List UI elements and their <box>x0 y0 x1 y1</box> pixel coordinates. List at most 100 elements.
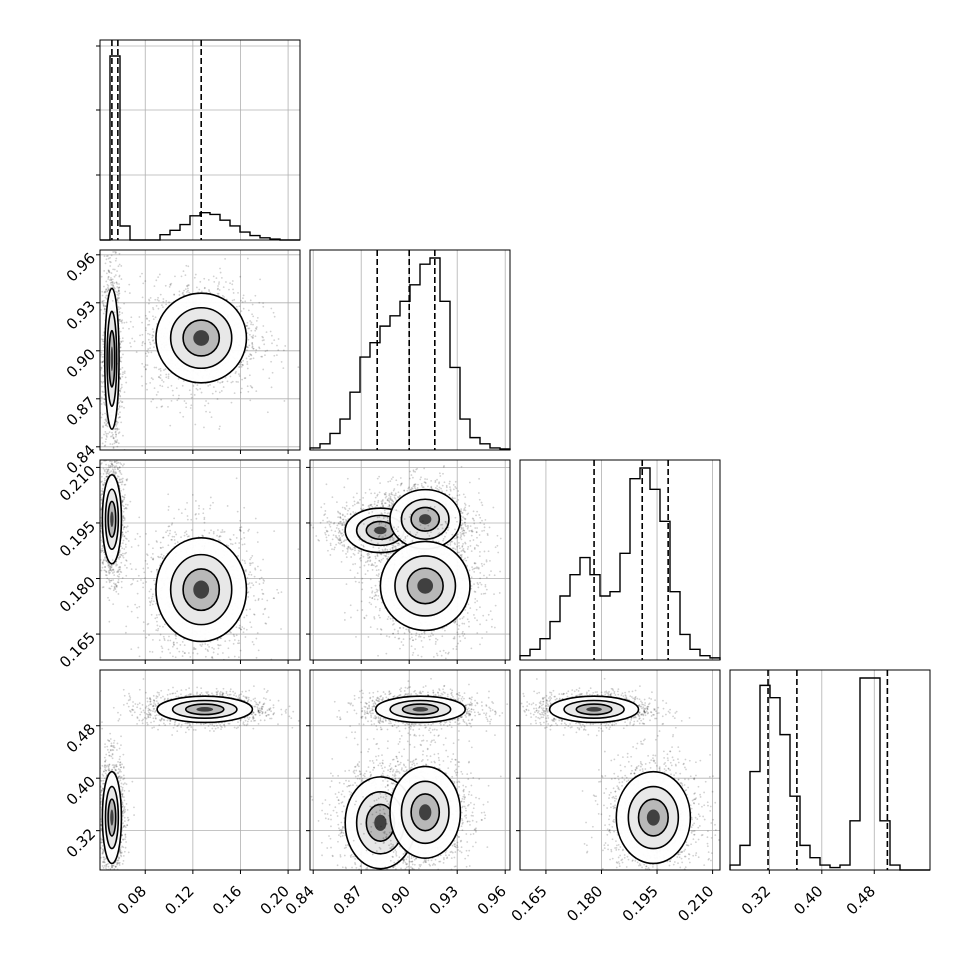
scatter-point <box>245 614 248 617</box>
scatter-point <box>251 554 254 557</box>
scatter-point <box>238 366 241 368</box>
scatter-point <box>210 529 212 532</box>
scatter-point <box>120 340 123 343</box>
scatter-point <box>94 545 96 547</box>
scatter-point <box>159 374 162 376</box>
scatter-point <box>167 525 170 528</box>
scatter-point <box>116 427 119 430</box>
scatter-point <box>103 308 106 311</box>
scatter-point <box>251 336 254 339</box>
scatter-point <box>114 468 117 471</box>
scatter-point <box>176 399 179 402</box>
scatter-point <box>124 507 127 510</box>
scatter-point <box>117 575 120 578</box>
scatter-point <box>105 571 108 573</box>
scatter-point <box>174 637 177 640</box>
scatter-point <box>141 321 143 324</box>
scatter-point <box>108 456 110 458</box>
scatter-point <box>170 282 173 285</box>
scatter-point <box>203 277 206 280</box>
scatter-point <box>101 361 104 364</box>
scatter-point <box>248 327 251 330</box>
scatter-point <box>157 307 160 310</box>
scatter-point <box>125 566 128 569</box>
scatter-point <box>123 321 126 324</box>
scatter-point <box>106 283 109 286</box>
scatter-point <box>254 351 257 354</box>
scatter-point <box>109 261 112 264</box>
scatter-point <box>103 398 106 401</box>
scatter-point <box>119 389 121 392</box>
scatter-point <box>261 335 264 338</box>
scatter-point <box>242 297 244 300</box>
scatter-point <box>105 452 107 454</box>
scatter-point <box>112 603 115 606</box>
scatter-point <box>111 299 114 302</box>
scatter-point <box>114 450 116 452</box>
scatter-point <box>94 552 96 554</box>
scatter-point <box>210 416 213 419</box>
scatter-point <box>240 365 243 368</box>
scatter-point <box>118 479 121 482</box>
scatter-point <box>104 291 107 294</box>
scatter-point <box>249 358 252 361</box>
scatter-point <box>105 288 108 291</box>
scatter-point <box>121 495 124 498</box>
scatter-point <box>113 268 116 271</box>
scatter-point <box>199 280 202 283</box>
scatter-point <box>98 347 100 349</box>
scatter-point <box>104 244 106 246</box>
scatter-point <box>168 525 171 528</box>
scatter-point <box>173 643 175 646</box>
scatter-point <box>187 289 189 292</box>
scatter-point <box>154 316 157 319</box>
scatter-point <box>123 535 126 537</box>
scatter-point <box>194 273 197 276</box>
scatter-point <box>100 338 103 341</box>
histogram-step <box>309 257 511 450</box>
scatter-point <box>118 297 121 299</box>
scatter-point <box>101 375 104 378</box>
scatter-point <box>103 305 105 308</box>
scatter-point <box>157 391 159 393</box>
scatter-point <box>102 484 105 487</box>
scatter-point <box>243 627 246 630</box>
scatter-point <box>155 530 157 533</box>
scatter-point <box>232 642 235 645</box>
scatter-point <box>134 603 137 606</box>
scatter-point <box>103 285 105 288</box>
scatter-point <box>105 473 108 475</box>
scatter-point <box>98 479 100 481</box>
scatter-point <box>229 630 231 633</box>
scatter-point <box>112 568 114 571</box>
scatter-point <box>135 351 138 353</box>
scatter-point <box>115 251 117 254</box>
scatter-point <box>159 293 162 296</box>
scatter-point <box>162 300 165 303</box>
scatter-point <box>119 556 122 558</box>
scatter-point <box>117 468 120 471</box>
scatter-point <box>202 512 205 515</box>
scatter-point <box>109 282 112 284</box>
scatter-point <box>119 390 122 393</box>
scatter-point <box>116 293 119 296</box>
scatter-point <box>150 556 153 559</box>
scatter-point <box>229 282 231 285</box>
scatter-point <box>111 278 114 281</box>
scatter-point <box>116 581 119 584</box>
scatter-point <box>122 517 125 519</box>
scatter-point <box>105 420 108 423</box>
scatter-point <box>166 529 169 532</box>
scatter-point <box>100 353 103 356</box>
scatter-point <box>149 343 152 346</box>
scatter-point <box>249 320 252 322</box>
scatter-point <box>252 315 255 318</box>
scatter-point <box>207 650 210 653</box>
scatter-point <box>107 564 110 567</box>
scatter-point <box>113 286 116 289</box>
scatter-point <box>120 499 123 502</box>
scatter-point <box>121 312 124 314</box>
scatter-point <box>117 290 120 293</box>
scatter-point <box>114 441 117 444</box>
scatter-point <box>101 549 104 552</box>
